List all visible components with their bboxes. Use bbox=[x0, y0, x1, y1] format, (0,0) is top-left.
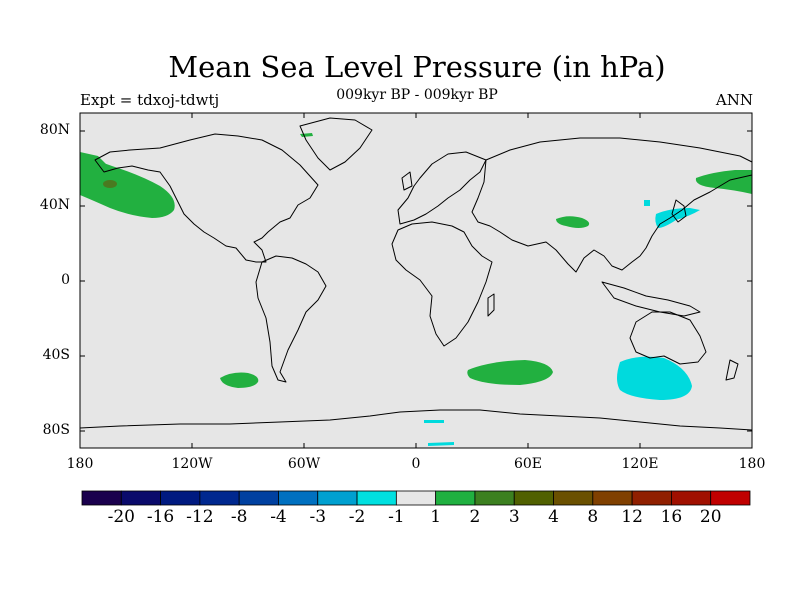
south-america-coast bbox=[255, 255, 327, 383]
north-pacific-high-region bbox=[80, 161, 175, 218]
colorbar-label: 16 bbox=[660, 507, 683, 527]
axis-ticks bbox=[79, 113, 753, 448]
season-label: ANN bbox=[715, 91, 753, 109]
southeast-pacific-region bbox=[220, 372, 259, 388]
antarctica-coast bbox=[79, 409, 753, 431]
greenland-coast bbox=[299, 117, 373, 171]
colorbar-label: -3 bbox=[309, 507, 327, 527]
south-indian-ocean-region bbox=[467, 360, 553, 385]
colorbar-swatch bbox=[671, 490, 712, 506]
coastlines bbox=[79, 117, 753, 431]
colorbar-label: -2 bbox=[348, 507, 366, 527]
colorbar-swatch bbox=[238, 490, 279, 506]
colorbar-swatch bbox=[356, 490, 397, 506]
colorbar-label: -4 bbox=[270, 507, 287, 527]
x-tick-label: 60W bbox=[287, 456, 321, 472]
x-tick-label: 120E bbox=[621, 456, 659, 472]
colorbar-swatch bbox=[317, 490, 358, 506]
colorbar-swatch bbox=[474, 490, 515, 506]
southern-ocean-south-of-australia-region bbox=[617, 356, 692, 400]
colorbar-swatch bbox=[120, 490, 161, 506]
x-tick-label: 180 bbox=[738, 456, 766, 472]
colorbar-label: 3 bbox=[508, 507, 520, 527]
central-asia-region bbox=[556, 216, 590, 228]
colorbar-swatch bbox=[199, 490, 240, 506]
colorbar-swatch bbox=[710, 490, 751, 506]
japan-sea-region bbox=[655, 208, 700, 228]
africa-coast bbox=[391, 221, 493, 347]
antarctic-region-a bbox=[424, 420, 444, 423]
positive-anomaly-regions bbox=[80, 133, 752, 388]
colorbar-label: 2 bbox=[469, 507, 481, 527]
antarctic-region-b bbox=[428, 442, 454, 446]
east-asia-small-region bbox=[644, 200, 650, 206]
colorbar-swatch bbox=[631, 490, 672, 506]
colorbar-swatch bbox=[278, 490, 319, 506]
y-tick-label: 0 bbox=[61, 272, 70, 288]
colorbar-swatch bbox=[435, 490, 476, 506]
negative-anomaly-regions bbox=[424, 200, 700, 446]
colorbar-swatch bbox=[513, 490, 554, 506]
colorbar bbox=[81, 490, 751, 506]
world-map bbox=[79, 112, 753, 449]
australia-coast bbox=[629, 311, 707, 365]
x-tick-label: 180 bbox=[66, 456, 94, 472]
northwest-pacific-region bbox=[695, 170, 752, 194]
colorbar-label: 12 bbox=[621, 507, 643, 527]
japan-coast bbox=[671, 199, 687, 223]
north-america-coast bbox=[94, 133, 319, 263]
new-zealand-coast bbox=[725, 359, 739, 381]
dateline-east-region bbox=[80, 152, 108, 168]
x-tick-label: 120W bbox=[171, 456, 213, 472]
colorbar-label: -8 bbox=[230, 507, 248, 527]
colorbar-swatch bbox=[81, 490, 122, 506]
y-tick-label: 80N bbox=[39, 122, 70, 138]
colorbar-label: -16 bbox=[146, 507, 175, 527]
colorbar-label: 1 bbox=[430, 507, 442, 527]
madagascar-coast bbox=[487, 293, 495, 317]
x-tick-label: 0 bbox=[411, 456, 421, 472]
asia-coast bbox=[471, 137, 753, 273]
experiment-label: Expt = tdxoj-tdwtj bbox=[80, 91, 220, 109]
colorbar-label: 4 bbox=[548, 507, 559, 527]
y-tick-label: 80S bbox=[42, 422, 70, 438]
colorbar-label: -1 bbox=[388, 507, 405, 527]
x-tick-label: 60E bbox=[513, 456, 543, 472]
colorbar-swatch bbox=[553, 490, 594, 506]
y-tick-label: 40N bbox=[39, 197, 70, 213]
gulf-of-alaska-patch bbox=[103, 180, 117, 188]
plot-subtitle: 009kyr BP - 009kyr BP bbox=[336, 87, 498, 103]
colorbar-label: 20 bbox=[699, 507, 722, 527]
colorbar-swatch bbox=[592, 490, 633, 506]
british-isles-coast bbox=[401, 171, 413, 191]
colorbar-label: -12 bbox=[186, 507, 214, 527]
colorbar-swatch bbox=[160, 490, 201, 506]
maritime-continent-coast bbox=[601, 281, 701, 317]
y-tick-label: 40S bbox=[42, 347, 70, 363]
colorbar-label: -20 bbox=[107, 507, 135, 527]
plot-title: Mean Sea Level Pressure (in hPa) bbox=[168, 50, 666, 84]
colorbar-swatch bbox=[395, 490, 437, 506]
colorbar-label: 8 bbox=[587, 507, 599, 527]
